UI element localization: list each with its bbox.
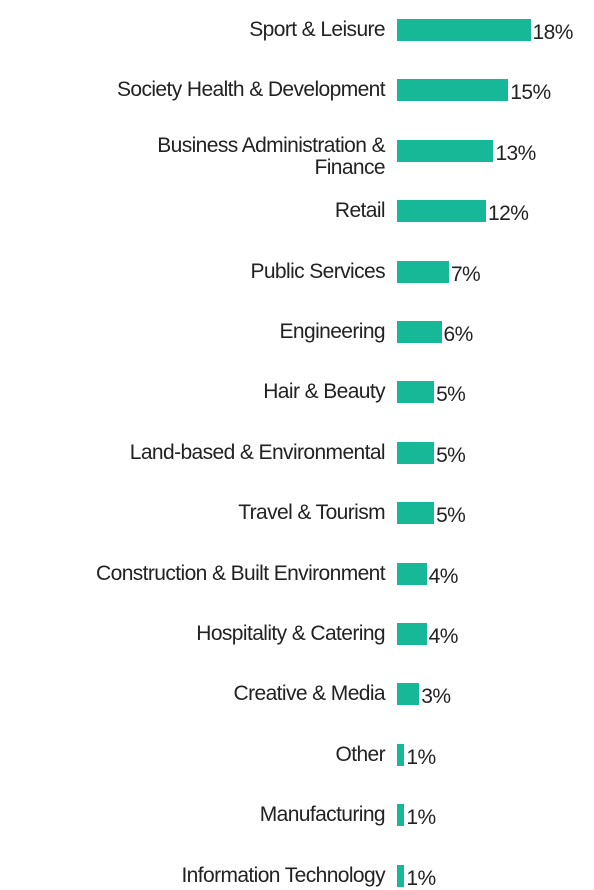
category-label: Travel & Tourism [238, 501, 385, 525]
category-label: Land-based & Environmental [129, 440, 386, 464]
value-label: 3% [421, 685, 451, 709]
value-label: 7% [450, 262, 481, 286]
bar [397, 139, 494, 162]
bar [397, 19, 531, 41]
value-label: 6% [443, 323, 474, 346]
category-label: Society Health & Development [116, 78, 386, 102]
category-label: Information Technology [181, 863, 385, 887]
category-label: Hair & Beauty [263, 380, 385, 404]
value-label: 1% [406, 866, 436, 890]
category-label: Other [335, 742, 385, 766]
value-label: 5% [436, 383, 466, 407]
category-label: Retail [334, 199, 386, 223]
bar [397, 321, 442, 343]
value-label: 1% [406, 745, 436, 769]
value-label: 13% [495, 141, 536, 165]
bar [397, 79, 509, 102]
bar [397, 743, 405, 766]
bar [397, 804, 405, 827]
value-label: 4% [428, 625, 459, 648]
category-label: Business Administration & Finance [157, 133, 385, 179]
category-label: Manufacturing [259, 803, 386, 827]
bar [397, 864, 405, 887]
category-label: Creative & Media [233, 682, 386, 706]
value-label: 4% [428, 564, 459, 588]
bar [397, 623, 427, 645]
category-label: Public Services [250, 259, 385, 283]
bar [397, 200, 487, 223]
value-label: 15% [510, 81, 551, 105]
value-label: 18% [532, 21, 574, 44]
bar [397, 441, 435, 464]
value-label: 5% [436, 504, 466, 528]
bar [397, 502, 435, 525]
category-label: Sport & Leisure [249, 18, 385, 41]
category-label: Hospitality & Catering [196, 622, 385, 645]
value-label: 12% [488, 202, 529, 226]
bar [397, 683, 420, 706]
category-label: Engineering [279, 320, 386, 343]
value-label: 1% [406, 806, 436, 830]
category-label: Construction & Built Environment [96, 561, 386, 585]
bar [397, 381, 435, 404]
bar [397, 562, 427, 585]
bar [397, 260, 449, 283]
value-label: 5% [436, 443, 466, 467]
